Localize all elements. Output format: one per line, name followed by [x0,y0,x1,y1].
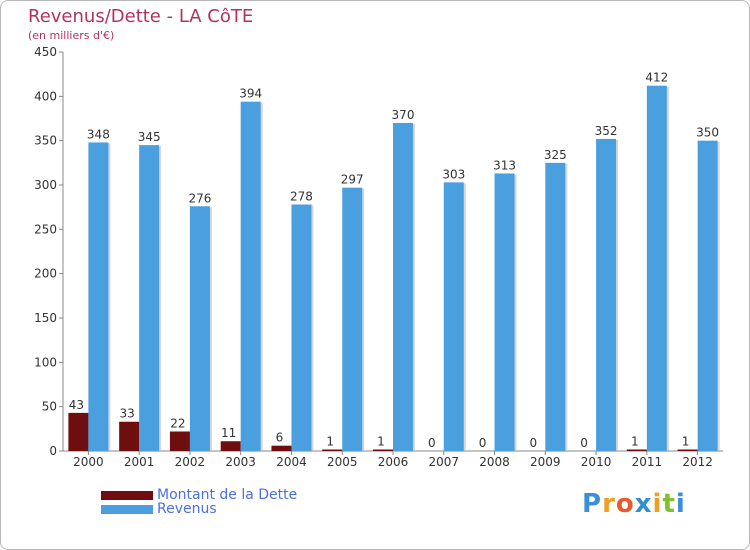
logo-letter: r [602,489,616,519]
y-tick-label: 0 [49,444,57,458]
bar-dette [68,412,89,451]
value-label-dette: 1 [682,435,690,449]
value-label-revenus: 325 [544,148,567,162]
x-tick-label: 2009 [530,455,561,469]
bar-dette [271,445,292,451]
x-tick-label: 2000 [73,455,104,469]
bar-revenus [443,182,464,451]
value-label-revenus: 394 [239,87,262,101]
x-tick-label: 2008 [479,455,510,469]
proxiti-logo: Proxiti [582,489,686,519]
value-label-dette: 1 [631,435,639,449]
bar-shadow-dette [679,450,700,452]
legend-label-revenus: Revenus [157,501,217,517]
bar-revenus [88,142,109,451]
y-tick-label: 150 [34,311,57,325]
bar-revenus [545,162,566,452]
bar-revenus [139,145,160,451]
logo-letter: x [634,489,653,519]
bar-shadow-dette [324,450,345,452]
bar-revenus [697,140,718,451]
y-tick-label: 300 [34,178,57,192]
value-label-dette: 6 [276,431,284,445]
value-label-dette: 1 [326,435,334,449]
bar-dette [169,431,190,451]
legend-item-revenus: Revenus [101,502,297,516]
bar-revenus [393,122,413,451]
x-tick-label: 2011 [632,455,663,469]
bar-shadow-dette [375,450,395,452]
value-label-dette: 0 [580,436,588,450]
y-tick-label: 100 [34,355,57,369]
x-tick-label: 2012 [682,455,713,469]
y-tick-label: 250 [34,222,57,236]
y-tick-label: 200 [34,267,57,281]
bar-dette [373,449,393,451]
value-label-dette: 1 [377,435,385,449]
value-label-dette: 11 [221,426,236,440]
y-tick-label: 50 [42,400,57,414]
x-tick-label: 2006 [378,455,409,469]
bar-revenus [342,187,363,451]
chart-title: Revenus/Dette - LA CôTE [28,6,254,27]
x-tick-label: 2002 [175,455,206,469]
value-label-revenus: 412 [645,71,668,85]
value-label-dette: 0 [529,436,537,450]
bar-revenus [291,204,312,451]
value-label-dette: 33 [120,407,135,421]
bar-revenus [189,206,210,451]
value-label-revenus: 303 [442,167,465,181]
y-tick-label: 450 [34,45,57,59]
x-tick-label: 2001 [124,455,155,469]
legend-swatch-dette [101,490,153,500]
logo-letter: i [652,489,663,519]
bar-revenus [596,138,617,452]
value-label-dette: 0 [479,436,487,450]
legend: Montant de la Dette Revenus [101,488,297,516]
value-label-revenus: 352 [595,124,618,138]
x-tick-label: 2004 [276,455,307,469]
chart-subtitle: (en milliers d'€) [28,29,115,42]
value-label-revenus: 345 [138,130,161,144]
logo-letter: P [582,489,603,519]
bar-revenus [494,173,515,451]
value-label-dette: 22 [170,416,185,430]
x-tick-label: 2010 [581,455,612,469]
bar-revenus [240,101,261,452]
value-label-revenus: 278 [290,190,313,204]
x-tick-label: 2005 [327,455,358,469]
y-tick-label: 350 [34,134,57,148]
bar-dette [677,449,698,451]
value-label-revenus: 370 [392,108,415,122]
value-label-dette: 43 [69,398,84,412]
value-label-revenus: 276 [188,191,211,205]
legend-label-dette: Montant de la Dette [157,487,298,503]
bar-dette [220,441,241,451]
logo-letter: t [662,489,676,519]
x-tick-label: 2003 [225,455,256,469]
value-label-revenus: 350 [696,126,719,140]
x-tick-label: 2007 [428,455,459,469]
logo-letter: o [615,489,635,519]
bar-dette [626,449,647,451]
bar-dette [119,421,140,451]
logo-letter: i [675,489,686,519]
bar-dette [322,449,343,451]
y-tick-label: 400 [34,89,57,103]
value-label-revenus: 313 [493,158,516,172]
legend-item-dette: Montant de la Dette [101,488,297,502]
value-label-revenus: 348 [87,127,110,141]
bar-shadow-dette [628,450,649,452]
bar-revenus [646,85,667,452]
legend-swatch-revenus [101,504,153,514]
value-label-revenus: 297 [341,173,364,187]
value-label-dette: 0 [428,436,436,450]
